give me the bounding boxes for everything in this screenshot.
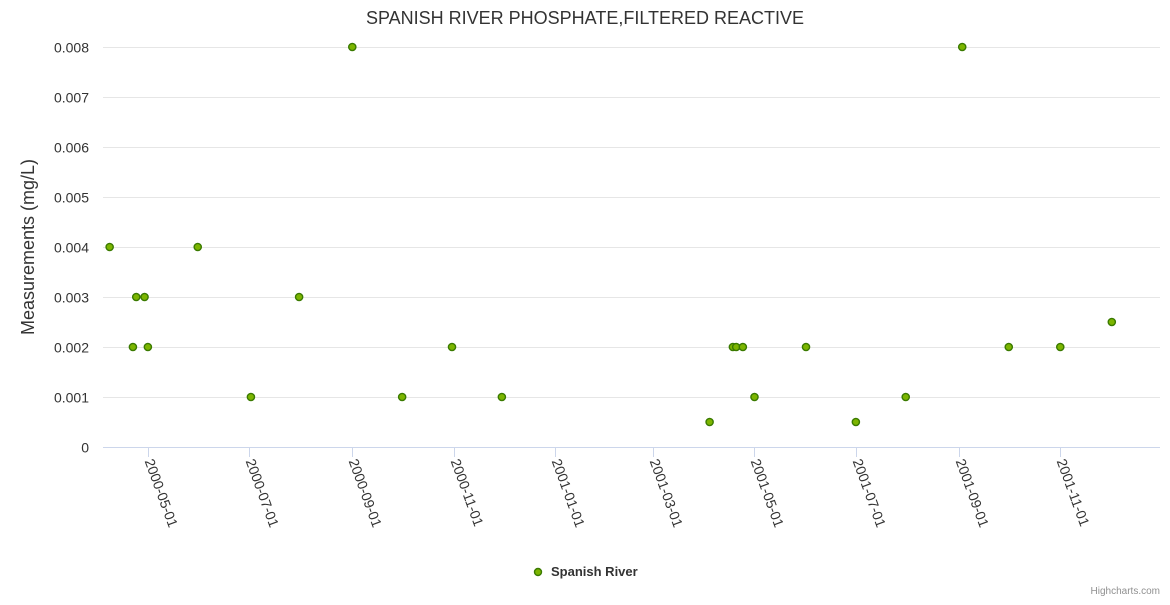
data-point[interactable] — [851, 417, 861, 427]
data-points — [105, 42, 1117, 427]
x-tick-label: 2001-09-01 — [953, 457, 993, 530]
y-tick-label: 0.001 — [54, 390, 89, 406]
x-axis-ticks: 2000-05-01 2000-07-01 2000-09-01 2000-11-01… — [142, 447, 1093, 530]
data-point[interactable] — [131, 292, 141, 302]
data-point[interactable] — [1004, 342, 1014, 352]
data-point[interactable] — [1055, 342, 1065, 352]
x-tick-label: 2001-03-01 — [647, 457, 687, 530]
data-point[interactable] — [347, 42, 357, 52]
y-tick-label: 0.003 — [54, 290, 89, 306]
y-axis-label: Measurements (mg/L) — [18, 159, 38, 335]
y-tick-label: 0.006 — [54, 140, 89, 156]
y-tick-label: 0 — [81, 440, 89, 456]
data-point[interactable] — [397, 392, 407, 402]
data-point[interactable] — [901, 392, 911, 402]
y-tick-label: 0.005 — [54, 190, 89, 206]
legend-marker-spanish-river[interactable] — [533, 567, 543, 577]
data-point[interactable] — [705, 417, 714, 427]
data-point[interactable] — [801, 342, 811, 352]
data-point[interactable] — [497, 392, 507, 402]
data-point[interactable] — [738, 342, 748, 352]
data-point[interactable] — [294, 292, 304, 302]
credits-link[interactable]: Highcharts.com — [1091, 586, 1160, 597]
x-tick-label: 2000-09-01 — [346, 457, 386, 530]
data-point[interactable] — [140, 292, 149, 302]
x-tick-label: 2000-05-01 — [142, 457, 182, 530]
data-point[interactable] — [246, 392, 256, 402]
chart-title: SPANISH RIVER PHOSPHATE,FILTERED REACTIV… — [366, 8, 804, 28]
data-point[interactable] — [143, 342, 153, 352]
data-point[interactable] — [105, 242, 114, 252]
y-tick-label: 0.004 — [54, 240, 89, 256]
x-tick-label: 2000-11-01 — [448, 457, 487, 529]
data-point[interactable] — [957, 42, 967, 52]
legend-label-spanish-river[interactable]: Spanish River — [551, 564, 638, 579]
y-tick-label: 0.002 — [54, 340, 89, 356]
x-tick-label: 2001-01-01 — [549, 457, 589, 530]
y-axis-ticks: 0 0.001 0.002 0.003 0.004 0.005 0.006 0.007 0.00… — [54, 40, 89, 456]
x-tick-label: 2000-07-01 — [243, 457, 283, 530]
x-tick-label: 2001-07-01 — [850, 457, 890, 530]
data-point[interactable] — [1107, 317, 1117, 327]
x-tick-label: 2001-11-01 — [1054, 457, 1093, 529]
data-point[interactable] — [193, 242, 203, 252]
data-point[interactable] — [447, 342, 457, 352]
y-tick-label: 0.008 — [54, 40, 89, 56]
data-point[interactable] — [750, 392, 759, 402]
legend[interactable]: Spanish River — [533, 564, 638, 579]
x-tick-label: 2001-05-01 — [748, 457, 788, 530]
data-point[interactable] — [128, 342, 138, 352]
y-tick-label: 0.007 — [54, 90, 89, 106]
grid-lines — [103, 47, 1160, 448]
